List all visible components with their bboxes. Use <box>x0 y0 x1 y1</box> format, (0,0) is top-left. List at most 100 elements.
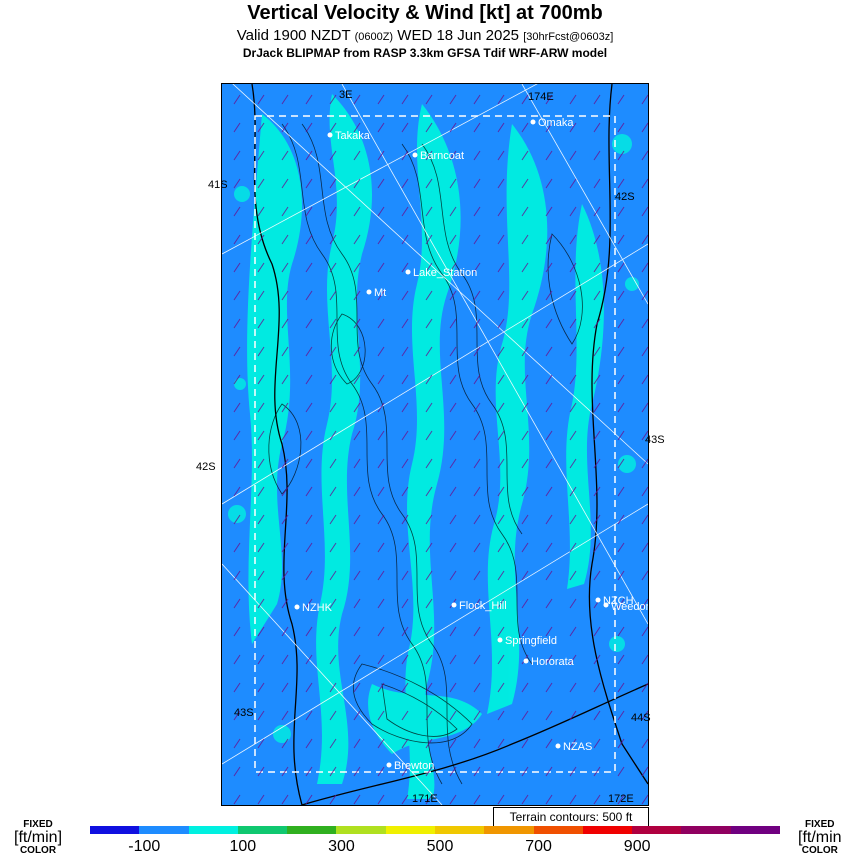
wind-barb <box>641 458 648 469</box>
wind-barb <box>401 514 409 525</box>
wind-barb <box>329 402 337 413</box>
colorbar-tick-label: 100 <box>229 838 257 855</box>
wind-barb <box>353 542 361 553</box>
wind-barb <box>401 794 409 805</box>
wind-barb <box>641 206 648 217</box>
wind-barb <box>281 738 289 749</box>
wind-barb <box>257 150 265 161</box>
wind-barb <box>329 122 337 133</box>
wind-barb <box>257 402 265 413</box>
wind-barb <box>401 262 409 273</box>
wind-barb <box>329 206 337 217</box>
wind-barb <box>425 794 433 805</box>
coastline <box>251 84 648 805</box>
wind-barb <box>521 514 529 525</box>
wind-barb <box>617 682 625 693</box>
wind-barb <box>401 346 409 357</box>
wind-barb <box>473 542 481 553</box>
wind-barb <box>449 486 457 497</box>
colorbar-segment <box>90 826 140 834</box>
wind-barb <box>257 626 265 637</box>
wind-barb <box>593 150 601 161</box>
wind-barb <box>281 374 289 385</box>
wind-barb <box>569 710 577 721</box>
wind-barb <box>281 402 289 413</box>
wind-barb <box>377 794 385 805</box>
wind-barb <box>473 122 481 133</box>
wind-barb <box>497 738 505 749</box>
wind-barb <box>377 374 385 385</box>
place-labels: Takaka Barncoat Omaka Lake_Station Mt NZ… <box>302 117 648 772</box>
wind-barb <box>593 794 601 805</box>
wind-barb <box>401 374 409 385</box>
wind-barb <box>521 290 529 301</box>
wind-barb <box>593 290 601 301</box>
wind-barb <box>329 374 337 385</box>
lon-label: 174E <box>528 91 554 103</box>
wind-barb <box>449 122 457 133</box>
wind-barb <box>521 794 529 805</box>
wind-barb <box>569 486 577 497</box>
wind-barb <box>593 178 601 189</box>
wind-barb <box>257 318 265 329</box>
wind-barb <box>449 458 457 469</box>
wind-barb <box>449 654 457 665</box>
wind-barb <box>425 598 433 609</box>
colorbar-segment <box>533 826 583 834</box>
wind-barb <box>641 626 648 637</box>
wind-barb <box>401 542 409 553</box>
wind-barb <box>617 346 625 357</box>
wind-barb <box>257 346 265 357</box>
valid-date: WED 18 Jun 2025 <box>397 27 520 44</box>
colorbar-tick-label: 700 <box>525 838 552 855</box>
wind-barb <box>257 738 265 749</box>
wind-barb <box>425 430 433 441</box>
wind-barb <box>353 738 361 749</box>
wind-barb <box>305 654 313 665</box>
wind-barb <box>617 94 625 105</box>
lon-label: 171E <box>412 793 438 805</box>
wind-barb <box>233 542 241 553</box>
wind-barb <box>473 682 481 693</box>
wind-barb <box>329 430 337 441</box>
colorbar-units-right: FIXED [ft/min COLOR <box>798 819 842 856</box>
wind-barb <box>569 122 577 133</box>
wind-barb <box>641 570 648 581</box>
colorbar-segment <box>484 826 534 834</box>
lat-label-41s: 41S <box>208 179 228 191</box>
wind-barb <box>281 626 289 637</box>
wind-barb <box>545 598 553 609</box>
wind-barb <box>305 150 313 161</box>
wind-barb <box>641 486 648 497</box>
wind-barb <box>641 346 648 357</box>
wind-barb <box>593 346 601 357</box>
wind-barb <box>281 430 289 441</box>
wind-barb <box>329 290 337 301</box>
wind-barb <box>617 794 625 805</box>
wind-barb <box>545 430 553 441</box>
wind-barb <box>473 374 481 385</box>
map-area[interactable]: Takaka Barncoat Omaka Lake_Station Mt NZ… <box>221 83 649 806</box>
wind-barb <box>257 514 265 525</box>
wind-barb <box>569 458 577 469</box>
wind-barb <box>425 738 433 749</box>
wind-barb <box>329 94 337 105</box>
wind-barb <box>233 598 241 609</box>
wind-barb <box>617 542 625 553</box>
wind-barb <box>257 710 265 721</box>
wind-barb <box>425 94 433 105</box>
colorbar <box>90 826 780 834</box>
wind-barb <box>305 598 313 609</box>
wind-barb <box>569 570 577 581</box>
wind-barb <box>521 458 529 469</box>
wind-barb <box>521 570 529 581</box>
wind-barb <box>353 570 361 581</box>
wind-barb <box>473 654 481 665</box>
wind-barb <box>641 710 648 721</box>
wind-barb <box>569 654 577 665</box>
wind-barb <box>353 94 361 105</box>
wind-barb <box>473 458 481 469</box>
wind-barb <box>497 598 505 609</box>
wind-barb <box>593 626 601 637</box>
wind-barb <box>377 766 385 777</box>
